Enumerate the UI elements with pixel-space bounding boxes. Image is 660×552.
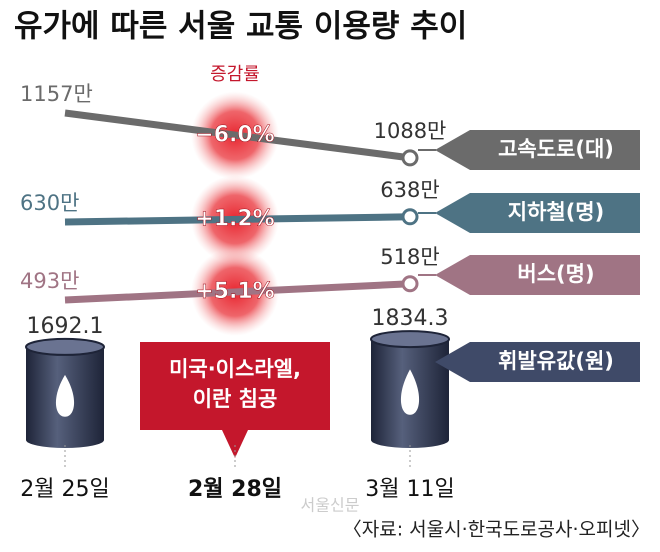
oil-value-label: 1692.1: [27, 314, 104, 339]
legend-label: 지하철(명): [508, 200, 604, 224]
change-label: −6.0%: [195, 122, 274, 147]
value-label: 518만: [380, 245, 439, 269]
event-label: 미국·이스라엘, 이란 침공: [169, 357, 301, 411]
x-tick-label: 3월 11일: [365, 477, 454, 502]
change-label: +1.2%: [195, 206, 274, 231]
series-line: [64, 109, 411, 162]
series-line: [64, 213, 411, 226]
watermark: 서울신문: [301, 496, 360, 515]
legend-label: 버스(명): [517, 262, 594, 286]
end-point: [401, 208, 419, 226]
value-label: 493만: [20, 269, 79, 293]
source: 〈자료: 서울시·한국도로공사·오피넷〉: [343, 519, 650, 541]
barrel-top: [370, 330, 450, 349]
change-title: 증감률: [210, 64, 260, 85]
end-point: [401, 275, 419, 293]
chart-title: 유가에 따른 서울 교통 이용량 추이: [14, 9, 467, 45]
value-label: 1088만: [374, 119, 447, 143]
legend-label: 휘발유값(원): [498, 349, 614, 373]
x-tick-label: 2월 25일: [20, 477, 109, 502]
value-label: 638만: [380, 178, 439, 202]
legend-tag: [435, 130, 640, 170]
barrel-top: [25, 337, 105, 356]
barrel-drop: [400, 369, 420, 415]
series-line: [64, 280, 411, 304]
end-point: [401, 149, 419, 167]
oil-value-label: 1834.3: [372, 306, 449, 331]
x-tick-label: 2월 28일: [188, 477, 282, 502]
legend-tag: [435, 342, 640, 382]
value-label: 1157만: [20, 82, 93, 106]
legend-label: 고속도로(대): [498, 137, 614, 161]
legend-tag: [435, 193, 640, 233]
barrel-drop: [55, 374, 75, 417]
event-callout: [140, 342, 330, 458]
legend-tag: [435, 255, 640, 295]
change-label: +5.1%: [195, 279, 274, 304]
value-label: 630만: [20, 191, 79, 215]
